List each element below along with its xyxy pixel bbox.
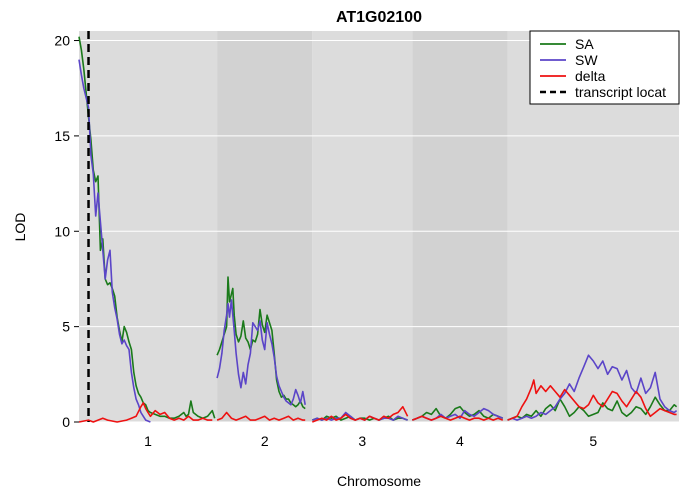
series-line-delta (216, 411, 306, 421)
series-line-SW (216, 299, 306, 406)
y-tick-label: 5 (62, 319, 70, 335)
lod-series (78, 36, 678, 423)
legend-label: delta (575, 68, 606, 84)
series-line-SW (78, 59, 151, 423)
series-line-SW (507, 354, 678, 421)
x-tick-label: 5 (589, 433, 597, 449)
legend-label: SW (575, 52, 598, 68)
series-line-delta (78, 402, 213, 423)
legend-label: SA (575, 36, 594, 52)
x-tick-label: 4 (456, 433, 464, 449)
chromosome-band-2 (217, 31, 313, 422)
series-line-SA (507, 396, 678, 421)
series-line-delta (412, 415, 504, 421)
x-tick-label: 2 (261, 433, 269, 449)
x-tick-label: 1 (144, 433, 152, 449)
x-axis-label: Chromosome (337, 473, 421, 489)
chromosome-band-3 (312, 31, 413, 422)
series-line-delta (312, 405, 409, 423)
chromosome-band-1 (79, 31, 218, 422)
y-tick-label: 0 (62, 414, 70, 430)
y-axis-label: LOD (12, 213, 28, 242)
x-axis: 1 2 3 4 5 (144, 433, 597, 449)
chart-title: AT1G02100 (336, 9, 422, 26)
grid-lines (79, 40, 679, 423)
series-line-delta (507, 379, 677, 421)
y-axis: 0 5 10 15 20 (54, 33, 79, 430)
x-tick-label: 3 (358, 433, 366, 449)
y-tick-label: 15 (54, 128, 70, 144)
legend-label: transcript locat (575, 84, 666, 100)
y-tick-label: 20 (54, 33, 70, 49)
series-line-SA (216, 276, 306, 410)
chromosome-bands (79, 31, 679, 422)
chromosome-band-4 (412, 31, 508, 422)
y-tick-label: 10 (54, 223, 70, 239)
